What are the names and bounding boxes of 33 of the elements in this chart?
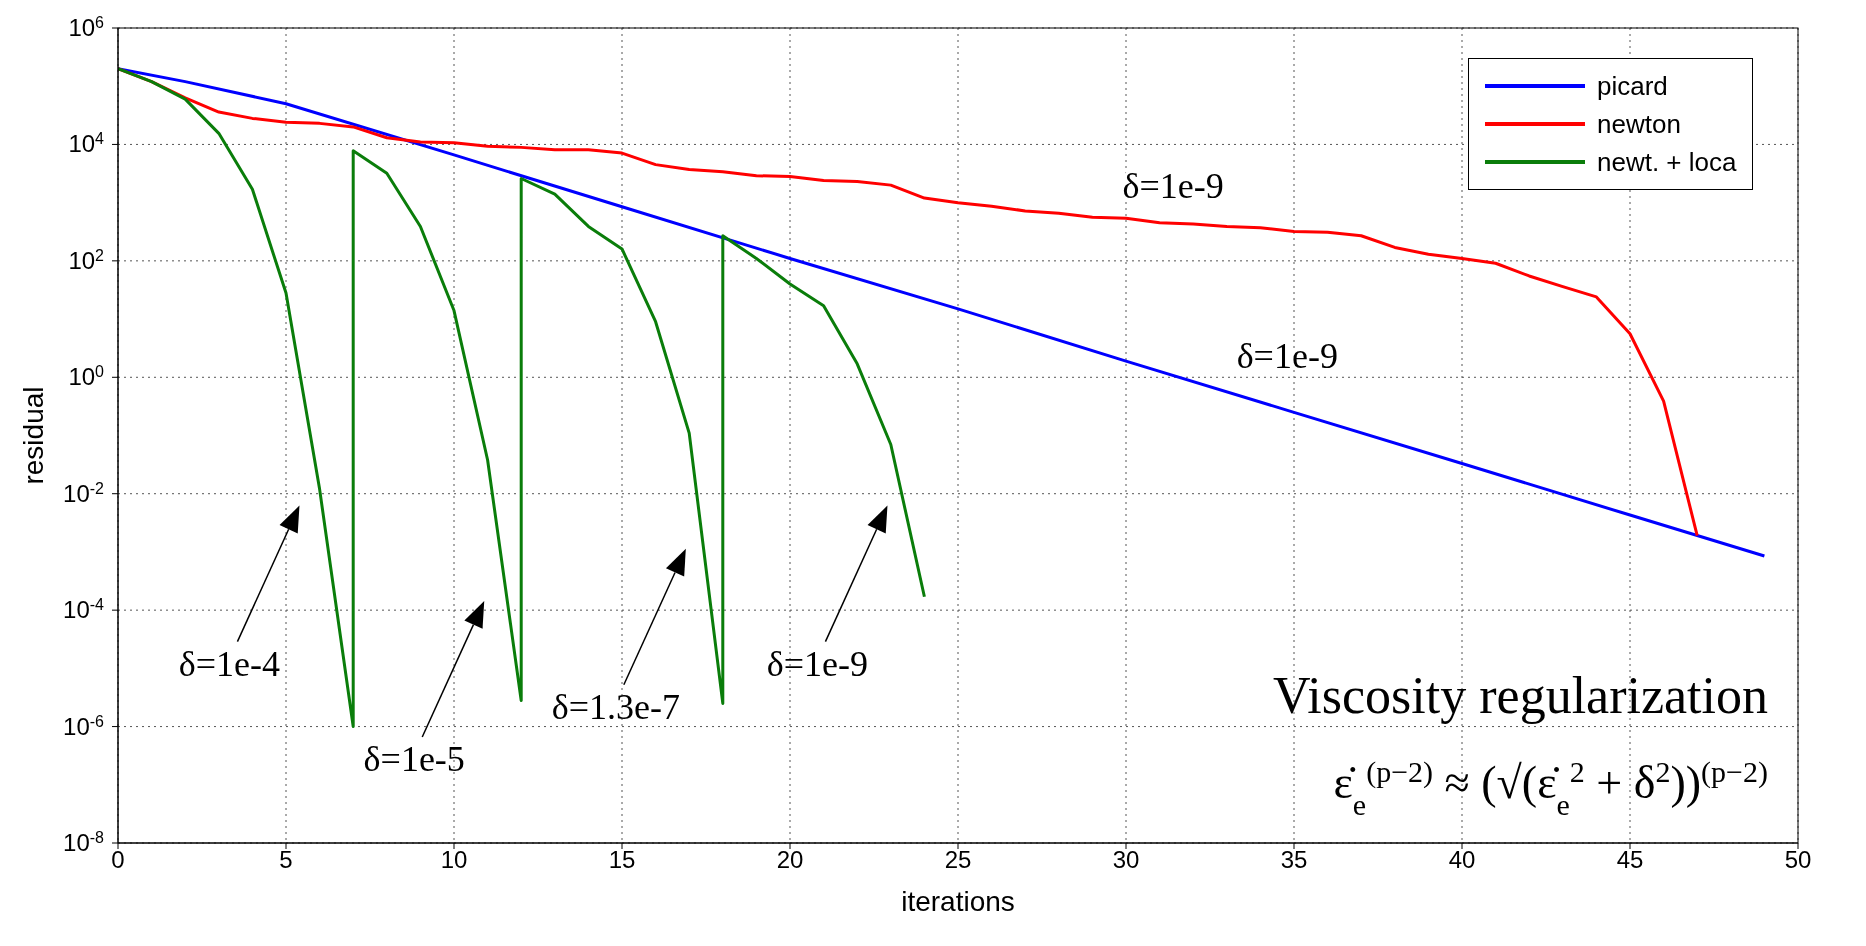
x-tick-label: 45 (1616, 846, 1644, 874)
y-tick-label: 10$^{-8}$ (63, 828, 105, 856)
annotation: Viscosity regularization (1272, 667, 1768, 724)
x-tick-label: 5 (279, 846, 293, 874)
x-tick-label: 20 (776, 846, 804, 874)
x-tick-label: 10 (440, 846, 468, 874)
y-tick-label: 10$^{-6}$ (63, 712, 105, 740)
annotation: δ=1e-5 (363, 738, 465, 779)
x-tick-label: 15 (608, 846, 636, 874)
x-axis-title: iterations (901, 886, 1015, 917)
x-tick-label: 25 (944, 846, 972, 874)
text: ε̇$_{e}$$^{(p−2)}$ ≈ (√(ε̇$_{e}$$^{2}$ + δ$^{2}$))$^{(p−2)}$ (1333, 754, 1768, 821)
y-tick-label: 10$^{0}$ (68, 362, 105, 391)
legend-label: picard (1597, 70, 1668, 102)
legend-label: newton (1597, 108, 1681, 140)
y-tick-label: 10$^{-2}$ (63, 479, 105, 507)
annotation: δ=1e-9 (1236, 335, 1338, 376)
annotation: δ=1e-9 (766, 643, 869, 684)
annotation: δ=1e-9 (1122, 166, 1224, 207)
y-tick-label: 10$^{2}$ (68, 246, 105, 274)
annotation: δ=1e-4 (178, 643, 281, 684)
y-tick-label: 10$^{6}$ (68, 13, 105, 41)
x-tick-label: 30 (1112, 846, 1140, 874)
x-tick-label: 50 (1784, 846, 1812, 874)
x-tick-label: 0 (111, 846, 125, 874)
line-series (118, 67, 926, 729)
y-axis-title: residual (17, 386, 49, 485)
y-tick-label: 10$^{-4}$ (63, 595, 105, 624)
annotation: δ=1.3e-7 (551, 686, 680, 727)
legend-label: newt. + loca (1597, 146, 1737, 178)
x-tick-label: 35 (1280, 846, 1308, 874)
x-tick-label: 40 (1448, 846, 1476, 874)
y-tick-label: 10$^{4}$ (68, 129, 105, 158)
